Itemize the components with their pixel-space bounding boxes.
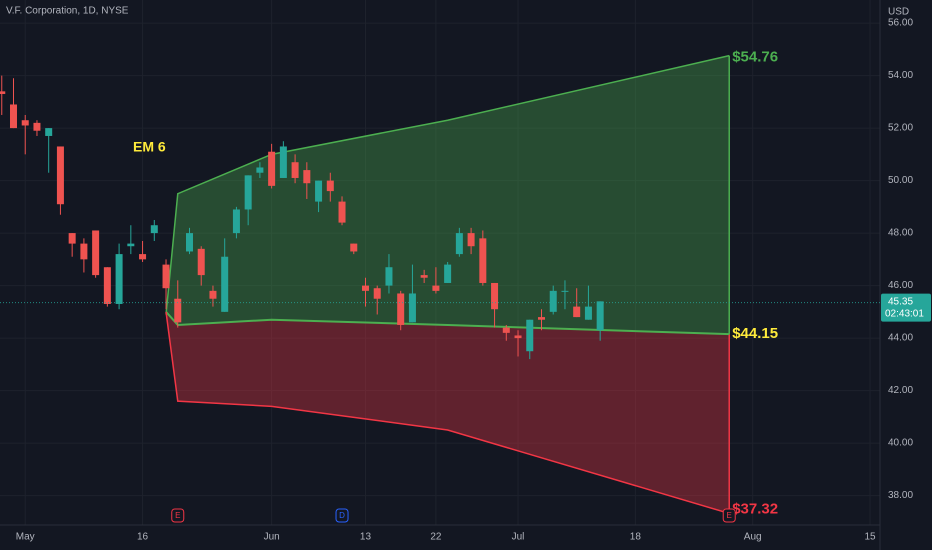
lower-band-line <box>165 311 730 515</box>
candle-body <box>537 317 545 320</box>
price-label-box <box>881 293 931 322</box>
candle-body <box>209 290 217 299</box>
y-unit: USD <box>888 7 909 18</box>
candle-body <box>232 209 240 234</box>
candle-body <box>33 122 41 131</box>
candle-body <box>584 306 592 320</box>
candle-body <box>303 170 311 184</box>
candle-body <box>0 91 6 94</box>
mid-label: $44.15 <box>732 325 778 342</box>
candle-body <box>596 301 604 331</box>
candle-body <box>127 243 135 247</box>
candle-body <box>92 230 100 276</box>
x-tick-label: 22 <box>430 532 442 543</box>
lower-label: $37.32 <box>732 500 778 517</box>
expected-move: $54.76 $44.15 $37.32 EM 6 <box>133 49 778 518</box>
candle-body <box>444 264 452 283</box>
candle-body <box>432 285 440 291</box>
candle-body <box>279 146 287 178</box>
candle-body <box>21 120 29 126</box>
y-tick-label: 52.00 <box>888 123 913 134</box>
candle-body <box>291 162 299 178</box>
candle-body <box>315 180 323 202</box>
y-tick-label: 50.00 <box>888 175 913 186</box>
candle-body <box>549 290 557 312</box>
x-tick-label: 13 <box>360 532 372 543</box>
candle-body <box>174 298 182 323</box>
x-tick-label: 15 <box>864 532 876 543</box>
candle-body <box>350 243 358 252</box>
candle-body <box>185 233 193 252</box>
candle-body <box>115 254 123 304</box>
upper-label: $54.76 <box>732 49 778 66</box>
candle-body <box>268 151 276 186</box>
candle-body <box>326 180 334 192</box>
event-label: D <box>339 511 345 520</box>
price-label: 45.35 <box>888 296 913 307</box>
countdown: 02:43:01 <box>885 308 924 319</box>
lower-band-area <box>166 311 730 514</box>
candle-body <box>420 275 428 278</box>
annotation: EM 6 <box>133 139 166 155</box>
upper-band-area <box>166 55 730 335</box>
candle-body <box>397 293 405 325</box>
x-tick-label: May <box>16 532 35 543</box>
candle-body <box>385 267 393 286</box>
candle-body <box>467 233 475 247</box>
candle-body <box>373 288 381 299</box>
y-tick-label: 56.00 <box>888 18 913 29</box>
y-tick-label: 38.00 <box>888 490 913 501</box>
candle-body <box>80 243 88 260</box>
candle-body <box>9 104 17 129</box>
candle-body <box>573 306 581 318</box>
candle-body <box>256 167 264 173</box>
x-tick-label: Aug <box>744 532 762 543</box>
candle-body <box>455 233 463 255</box>
candle-body <box>56 146 64 205</box>
candle-body <box>45 128 53 136</box>
candle-body <box>68 233 76 244</box>
candle-body <box>514 335 522 339</box>
candle-body <box>361 285 369 291</box>
candle-body <box>479 238 487 283</box>
chart-title: V.F. Corporation, 1D, NYSE <box>6 6 129 17</box>
candle-body <box>139 254 147 260</box>
event-label: E <box>175 511 180 520</box>
candles <box>0 75 604 360</box>
y-tick-label: 42.00 <box>888 385 913 396</box>
candle-body <box>197 248 205 276</box>
candle-body <box>491 282 499 310</box>
candle-body <box>408 293 416 323</box>
x-tick-label: 16 <box>137 532 149 543</box>
candle-body <box>221 256 229 312</box>
grid <box>0 0 880 525</box>
x-tick-label: Jun <box>264 532 280 543</box>
y-tick-label: 48.00 <box>888 228 913 239</box>
event-marker <box>171 508 185 523</box>
candle-body <box>103 267 111 304</box>
y-tick-label: 44.00 <box>888 333 913 344</box>
candle-body <box>526 319 534 352</box>
event-marker <box>722 508 736 523</box>
candle-body <box>150 225 158 234</box>
event-marker <box>335 508 349 523</box>
x-tick-label: Jul <box>512 532 525 543</box>
candle-body <box>162 264 170 289</box>
y-tick-label: 40.00 <box>888 438 913 449</box>
candle-body <box>502 327 510 333</box>
y-tick-label: 54.00 <box>888 70 913 81</box>
candle-body <box>561 290 569 292</box>
x-tick-label: 18 <box>630 532 642 543</box>
candle-body <box>244 175 252 210</box>
candle-body <box>338 201 346 223</box>
y-tick-label: 46.00 <box>888 280 913 291</box>
event-label: E <box>727 511 732 520</box>
